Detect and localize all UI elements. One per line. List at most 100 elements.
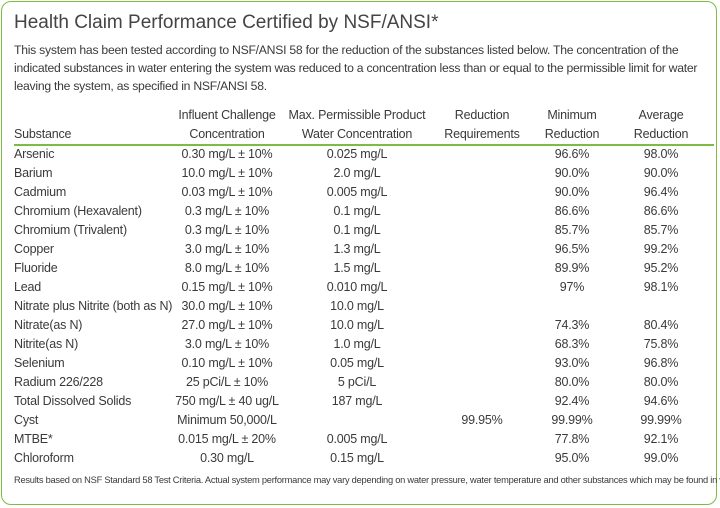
header-minimum-reduction: Minimum Reduction [544, 108, 600, 141]
table-row: Fluoride 8.0 mg/L ± 10% 1.5 mg/L 89.9% 95.2% [2, 260, 718, 279]
cell-minimum-reduction: 85.7% [554, 223, 590, 237]
cell-average-reduction: 98.0% [643, 147, 679, 161]
cell-substance: Copper [14, 242, 54, 256]
cell-minimum-reduction: 92.4% [554, 394, 590, 408]
cell-substance: Barium [14, 166, 53, 180]
cell-minimum-reduction: 99.99% [551, 413, 593, 427]
cell-max-permissible: 1.0 mg/L [333, 337, 381, 351]
table-row: Radium 226/228 25 pCi/L ± 10% 5 pCi/L 80.0%… [2, 374, 718, 393]
table-row: Chromium (Hexavalent) 0.3 mg/L ± 10% 0.1 m… [2, 203, 718, 222]
cell-average-reduction: 80.4% [643, 318, 679, 332]
cell-substance: Cadmium [14, 185, 67, 199]
cell-max-permissible: 0.005 mg/L [326, 185, 388, 199]
cell-average-reduction: 86.6% [643, 204, 679, 218]
cell-max-permissible: 1.5 mg/L [333, 261, 381, 275]
cell-influent: 3.0 mg/L ± 10% [184, 242, 270, 256]
header-reduction-requirements: Reduction Requirements [444, 108, 520, 141]
cell-average-reduction: 95.2% [643, 261, 679, 275]
cell-average-reduction: 99.99% [640, 413, 682, 427]
cell-average-reduction: 92.1% [643, 432, 679, 446]
cell-influent: 27.0 mg/L ± 10% [181, 318, 273, 332]
cell-minimum-reduction: 90.0% [554, 166, 590, 180]
cell-substance: Radium 226/228 [14, 375, 103, 389]
cell-average-reduction: 99.0% [643, 451, 679, 465]
cell-max-permissible: 0.025 mg/L [326, 147, 388, 161]
cell-minimum-reduction: 80.0% [554, 375, 590, 389]
cell-substance: Nitrate(as N) [14, 318, 83, 332]
cell-minimum-reduction: 96.6% [554, 147, 590, 161]
cell-max-permissible: 0.1 mg/L [333, 204, 381, 218]
cell-influent: 0.30 mg/L [200, 451, 254, 465]
cell-minimum-reduction: 74.3% [554, 318, 590, 332]
cell-max-permissible: 0.005 mg/L [326, 432, 388, 446]
table-row: Barium 10.0 mg/L ± 10% 2.0 mg/L 90.0% 90.0% [2, 165, 718, 184]
footnote: Results based on NSF Standard 58 Test Cr… [14, 475, 720, 485]
cell-influent: 8.0 mg/L ± 10% [184, 261, 270, 275]
cell-average-reduction: 90.0% [643, 166, 679, 180]
cell-substance: MTBE* [14, 432, 53, 446]
table-row: MTBE* 0.015 mg/L ± 20% 0.005 mg/L 77.8% 92.1… [2, 431, 718, 450]
cell-max-permissible: 1.3 mg/L [333, 242, 381, 256]
table-row: Total Dissolved Solids 750 mg/L ± 40 ug/L… [2, 393, 718, 412]
header-max-permissible: Max. Permissible Product Water Concentra… [288, 108, 426, 141]
cell-average-reduction: 96.8% [643, 356, 679, 370]
panel-title: Health Claim Performance Certified by NS… [14, 12, 439, 33]
cell-substance: Chromium (Trivalent) [14, 223, 127, 237]
cell-substance: Arsenic [14, 147, 55, 161]
cell-minimum-reduction: 86.6% [554, 204, 590, 218]
cell-average-reduction: 98.1% [643, 280, 679, 294]
cell-reduction-requirement: 99.95% [461, 413, 503, 427]
cell-influent: 10.0 mg/L ± 10% [181, 166, 273, 180]
table-row: Nitrate plus Nitrite (both as N) 30.0 mg/… [2, 298, 718, 317]
cell-max-permissible: 10.0 mg/L [330, 318, 384, 332]
cell-minimum-reduction: 96.5% [554, 242, 590, 256]
cell-influent: 25 pCi/L ± 10% [185, 375, 269, 389]
table-row: Nitrate(as N) 27.0 mg/L ± 10% 10.0 mg/L 74.… [2, 317, 718, 336]
cell-average-reduction: 85.7% [643, 223, 679, 237]
cell-minimum-reduction: 95.0% [554, 451, 590, 465]
results-table-body: Arsenic 0.30 mg/L ± 10% 0.025 mg/L 96.6% 98.… [2, 146, 718, 469]
cell-influent: 0.30 mg/L ± 10% [181, 147, 273, 161]
cell-average-reduction: 94.6% [643, 394, 679, 408]
cell-max-permissible: 0.1 mg/L [333, 223, 381, 237]
cell-influent: 0.015 mg/L ± 20% [178, 432, 276, 446]
cell-minimum-reduction: 77.8% [554, 432, 590, 446]
table-row: Chromium (Trivalent) 0.3 mg/L ± 10% 0.1 mg… [2, 222, 718, 241]
cell-substance: Lead [14, 280, 42, 294]
cell-influent: 0.3 mg/L ± 10% [184, 223, 270, 237]
cell-substance: Nitrate plus Nitrite (both as N) [14, 299, 173, 313]
cell-substance: Chloroform [14, 451, 74, 465]
header-substance: Substance [14, 126, 72, 141]
cell-minimum-reduction: 68.3% [554, 337, 590, 351]
table-row: Cadmium 0.03 mg/L ± 10% 0.005 mg/L 90.0% 96.… [2, 184, 718, 203]
table-row: Arsenic 0.30 mg/L ± 10% 0.025 mg/L 96.6% 98.… [2, 146, 718, 165]
cell-substance: Selenium [14, 356, 65, 370]
cell-max-permissible: 0.15 mg/L [330, 451, 384, 465]
cell-max-permissible: 187 mg/L [331, 394, 383, 408]
table-row: Lead 0.15 mg/L ± 10% 0.010 mg/L 97% 98.1% [2, 279, 718, 298]
table-row: Cyst Minimum 50,000/L 99.95% 99.99% 99.99% [2, 412, 718, 431]
cell-average-reduction: 75.8% [643, 337, 679, 351]
cell-influent: 0.3 mg/L ± 10% [184, 204, 270, 218]
cell-influent: 750 mg/L ± 40 ug/L [175, 394, 279, 408]
cell-substance: Fluoride [14, 261, 58, 275]
cell-substance: Cyst [14, 413, 39, 427]
cell-influent: Minimum 50,000/L [177, 413, 277, 427]
cell-minimum-reduction: 89.9% [554, 261, 590, 275]
table-row: Selenium 0.10 mg/L ± 10% 0.05 mg/L 93.0% 96.… [2, 355, 718, 374]
cell-average-reduction: 99.2% [643, 242, 679, 256]
cell-average-reduction: 96.4% [643, 185, 679, 199]
cell-substance: Nitrite(as N) [14, 337, 79, 351]
cell-substance: Total Dissolved Solids [14, 394, 132, 408]
header-average-reduction: Average Reduction [633, 108, 689, 141]
cell-substance: Chromium (Hexavalent) [14, 204, 142, 218]
cell-influent: 0.03 mg/L ± 10% [181, 185, 273, 199]
cell-influent: 30.0 mg/L ± 10% [181, 299, 273, 313]
intro-paragraph: This system has been tested according to… [14, 43, 698, 93]
table-row: Chloroform 0.30 mg/L 0.15 mg/L 95.0% 99.0% [2, 450, 718, 469]
cell-average-reduction: 80.0% [643, 375, 679, 389]
cell-influent: 3.0 mg/L ± 10% [184, 337, 270, 351]
cell-influent: 0.15 mg/L ± 10% [181, 280, 273, 294]
cell-max-permissible: 5 pCi/L [337, 375, 377, 389]
